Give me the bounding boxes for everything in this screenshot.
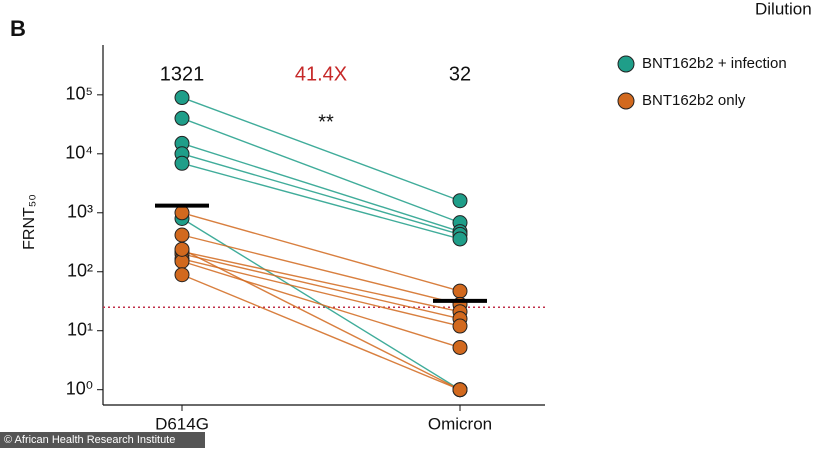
point bbox=[174, 241, 190, 257]
pair-line bbox=[181, 250, 461, 313]
pair-line bbox=[181, 234, 461, 306]
pair-line bbox=[181, 258, 461, 327]
credit-bg bbox=[0, 432, 205, 448]
point bbox=[174, 155, 190, 171]
point bbox=[452, 339, 468, 355]
pair-line bbox=[181, 117, 461, 224]
point bbox=[452, 283, 468, 299]
x-tick-label: Omicron bbox=[428, 414, 492, 433]
y-tick-label: 10² bbox=[67, 260, 93, 280]
point bbox=[174, 227, 190, 243]
legend-marker bbox=[617, 55, 635, 73]
fold-change: 41.4X bbox=[295, 63, 347, 85]
y-tick-label: 10³ bbox=[67, 202, 93, 222]
point bbox=[452, 382, 468, 398]
pair-line bbox=[181, 153, 461, 236]
pair-line bbox=[181, 260, 461, 349]
panel-label: B bbox=[10, 16, 26, 41]
pair-line bbox=[181, 96, 461, 202]
x-tick-label: D614G bbox=[155, 414, 209, 433]
y-tick-label: 10⁵ bbox=[66, 84, 93, 104]
pair-line bbox=[181, 253, 461, 320]
y-axis-label: FRNT₅₀ bbox=[21, 194, 38, 250]
legend-marker bbox=[617, 92, 635, 110]
mean-label: 32 bbox=[449, 63, 471, 85]
pair-line bbox=[181, 162, 461, 240]
legend-label: BNT162b2 + infection bbox=[642, 55, 787, 72]
point bbox=[174, 205, 190, 221]
y-tick-label: 10⁴ bbox=[65, 143, 93, 163]
point bbox=[452, 193, 468, 209]
significance: ** bbox=[318, 111, 334, 133]
header-fragment: Dilution bbox=[755, 0, 812, 18]
y-tick-label: 10⁰ bbox=[66, 378, 93, 398]
point bbox=[174, 110, 190, 126]
point bbox=[452, 231, 468, 247]
legend-label: BNT162b2 only bbox=[642, 92, 746, 109]
credit: © African Health Research Institute bbox=[4, 434, 175, 446]
mean-label: 1321 bbox=[160, 63, 205, 85]
point bbox=[174, 90, 190, 106]
point bbox=[174, 267, 190, 283]
point bbox=[452, 318, 468, 334]
y-tick-label: 10¹ bbox=[67, 319, 93, 339]
pair-line bbox=[181, 248, 461, 391]
pair-line bbox=[181, 212, 461, 292]
pair-line bbox=[181, 274, 461, 391]
pair-line bbox=[181, 142, 461, 233]
